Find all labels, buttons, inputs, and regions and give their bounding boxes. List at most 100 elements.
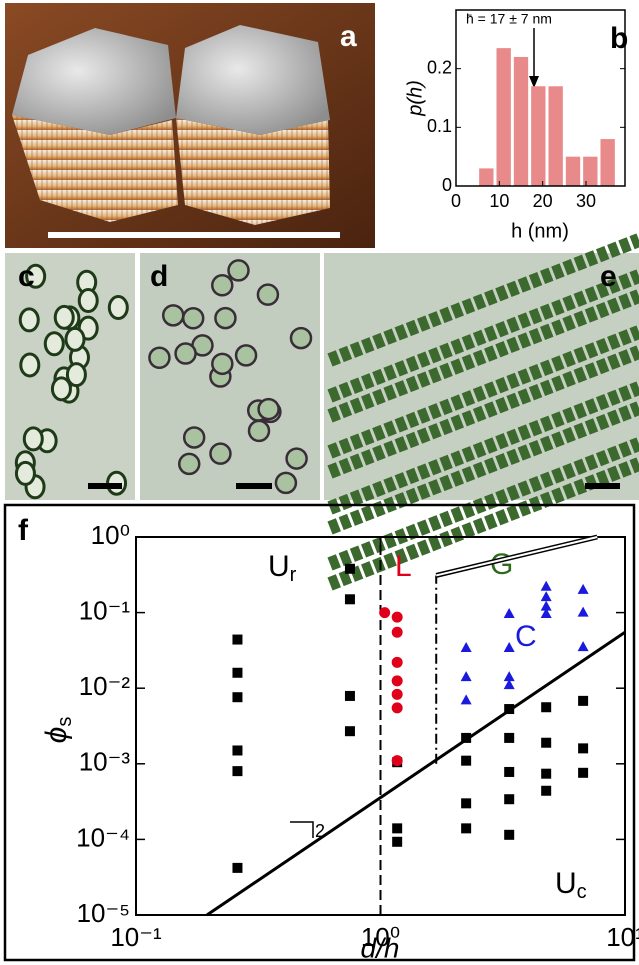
- panel-label: a: [340, 20, 357, 53]
- region-label: C: [515, 620, 537, 653]
- particle: [259, 399, 279, 419]
- point: [504, 794, 514, 804]
- region-sub: c: [577, 881, 587, 903]
- y-tick-label: 10⁻⁵: [77, 898, 130, 928]
- point: [345, 691, 355, 701]
- bar: [549, 86, 563, 186]
- particle: [66, 328, 84, 350]
- particle: [258, 285, 278, 305]
- point: [541, 769, 551, 779]
- particle: [149, 348, 169, 368]
- y-tick-label: 0.2: [427, 57, 452, 77]
- x-tick-label: 10⁰: [361, 922, 400, 952]
- y-axis-sub: s: [54, 717, 76, 727]
- region-text: U: [268, 550, 290, 583]
- bar: [531, 86, 545, 186]
- point: [504, 733, 514, 743]
- y-tick-label: 0.1: [427, 116, 452, 136]
- bar: [497, 48, 511, 186]
- particle: [24, 428, 42, 450]
- point: [578, 607, 589, 617]
- panel-label: d: [150, 260, 168, 293]
- point: [461, 756, 471, 766]
- point: [392, 657, 403, 668]
- bar: [479, 168, 493, 186]
- particle: [52, 378, 70, 400]
- particle: [249, 421, 269, 441]
- y-tick-label: 10⁻⁴: [76, 822, 130, 852]
- particle: [16, 462, 34, 484]
- region-label: Ur: [268, 550, 297, 586]
- y-tick-label: 0: [442, 175, 452, 195]
- particle: [21, 354, 39, 376]
- bar: [601, 139, 615, 186]
- point: [232, 863, 242, 873]
- panel-label: c: [18, 260, 35, 293]
- y-tick-label: 10⁻¹: [79, 595, 131, 625]
- particle: [55, 306, 73, 328]
- particle: [215, 308, 235, 328]
- x-tick-label: 10¹: [606, 922, 639, 952]
- particle: [236, 345, 256, 365]
- point: [232, 635, 242, 645]
- x-tick-label: 30: [576, 191, 596, 211]
- point: [379, 607, 390, 618]
- point: [461, 733, 471, 743]
- figure: a c d e b h̄ = 17 ± 7 nm p(h) h (nm) f U…: [0, 0, 639, 965]
- point: [392, 612, 403, 623]
- annotation: h̄ = 17 ± 7 nm: [466, 11, 552, 27]
- particle: [287, 449, 307, 469]
- particle: [176, 344, 196, 364]
- panel-label: e: [600, 260, 617, 293]
- point: [504, 704, 514, 714]
- x-tick-label: 10: [489, 191, 509, 211]
- point: [541, 702, 551, 712]
- panel-frame: [5, 505, 634, 960]
- point: [461, 642, 472, 652]
- x-axis-label: h (nm): [511, 220, 569, 242]
- point: [392, 627, 403, 638]
- particle: [229, 260, 249, 280]
- region-label: L: [395, 550, 412, 583]
- region-label: G: [490, 548, 513, 581]
- x-tick-label: 20: [533, 191, 553, 211]
- point: [578, 768, 588, 778]
- point: [504, 830, 514, 840]
- particle: [212, 275, 232, 295]
- point: [392, 675, 403, 686]
- particle: [276, 473, 296, 493]
- particle: [79, 290, 97, 312]
- region-label: Uc: [555, 867, 587, 903]
- point: [232, 668, 242, 678]
- y-tick-label: 10⁰: [91, 520, 130, 550]
- y-axis-text: ϕ: [40, 727, 73, 744]
- point: [461, 823, 471, 833]
- point: [392, 689, 403, 700]
- point: [461, 671, 472, 681]
- panel-label: f: [18, 514, 29, 547]
- region-sub: r: [290, 564, 297, 586]
- point: [232, 692, 242, 702]
- point: [232, 745, 242, 755]
- point: [578, 641, 589, 651]
- point: [541, 786, 551, 796]
- point: [578, 696, 588, 706]
- particle: [210, 444, 230, 464]
- bar: [566, 157, 580, 186]
- particle: [163, 305, 183, 325]
- point: [461, 798, 471, 808]
- boundary-line-inner: [436, 537, 597, 575]
- particle: [179, 454, 199, 474]
- point: [578, 584, 589, 594]
- particle: [184, 427, 204, 447]
- point: [345, 726, 355, 736]
- point: [461, 694, 472, 704]
- point: [541, 738, 551, 748]
- particle: [291, 328, 311, 348]
- point: [504, 642, 515, 652]
- particle: [109, 297, 127, 319]
- point: [541, 581, 552, 591]
- region-text: U: [555, 867, 577, 900]
- particle: [183, 308, 203, 328]
- point: [345, 594, 355, 604]
